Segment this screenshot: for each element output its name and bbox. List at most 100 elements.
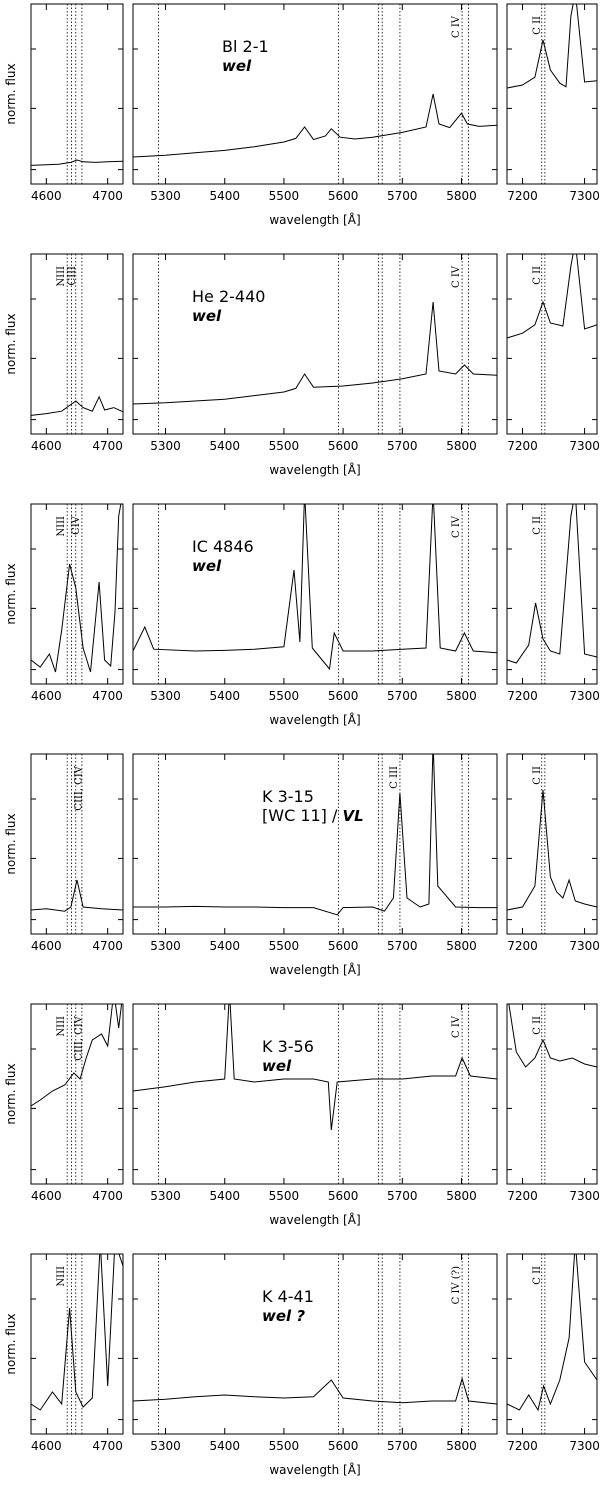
x-tick-label: 5300 — [150, 1439, 181, 1453]
x-tick-label: 5500 — [269, 189, 300, 203]
plot-frame — [132, 253, 498, 435]
line-label: C II — [532, 266, 543, 285]
x-axis-label: wavelength [Å] — [269, 1462, 360, 1477]
x-tick-label: 5800 — [446, 1189, 477, 1203]
line-label: C IV — [451, 1015, 462, 1038]
object-class: wel ? — [262, 1307, 305, 1325]
x-tick-label: 7200 — [507, 1189, 538, 1203]
plot-frame — [30, 253, 124, 435]
x-tick-label: 7300 — [569, 939, 600, 953]
x-tick-label: 5400 — [209, 1189, 240, 1203]
x-tick-label: 5700 — [387, 1439, 418, 1453]
line-label: CIV — [71, 515, 82, 535]
spectrum-window: 7200 7300 C II — [506, 3, 600, 203]
spectrum-window: 4600 4700 NIII CIV — [30, 503, 124, 703]
spectrum-line — [133, 1377, 497, 1405]
class-main: wel — [192, 307, 222, 325]
spectrum-line — [507, 254, 597, 339]
spectrum-window: 5300 5400 5500 5600 5700 5800 C IV — [132, 1003, 498, 1203]
spectrum-row: norm. flux 4600 4700 NIII CIII 5300 5400 5500 56… — [4, 253, 600, 477]
object-name: IC 4846 — [192, 537, 254, 556]
x-tick-label: 5600 — [328, 939, 359, 953]
spectrum-window: 4600 4700 NIII CIII, CIV — [30, 1003, 124, 1203]
spectrum-line — [133, 93, 497, 158]
spectrum-line — [507, 504, 597, 664]
x-tick-label: 7300 — [569, 689, 600, 703]
x-tick-label: 5600 — [328, 1189, 359, 1203]
spectrum-window: 5300 5400 5500 5600 5700 5800 C IV — [132, 3, 498, 203]
object-name: Bl 2-1 — [222, 37, 269, 56]
x-tick-label: 5700 — [387, 439, 418, 453]
class-main: wel ? — [262, 1307, 305, 1325]
line-label: C IV — [451, 265, 462, 288]
x-tick-label: 5800 — [446, 1439, 477, 1453]
line-label: CIII, CIV — [73, 1015, 84, 1060]
plot-frame — [506, 503, 598, 685]
x-tick-label: 5400 — [209, 689, 240, 703]
object-class: [WC 11] / VL — [262, 806, 364, 825]
x-tick-label: 5600 — [328, 189, 359, 203]
plot-frame — [506, 1003, 598, 1185]
class-main: wel — [262, 1057, 292, 1075]
x-tick-label: 4700 — [92, 689, 123, 703]
spectrum-line — [31, 159, 123, 166]
object-class: wel — [192, 557, 222, 575]
spectrum-window: 7200 7300 C II — [506, 1253, 600, 1453]
y-axis-label: norm. flux — [4, 1313, 18, 1374]
x-tick-label: 4600 — [31, 1189, 62, 1203]
x-tick-label: 5400 — [209, 1439, 240, 1453]
x-tick-label: 4600 — [31, 189, 62, 203]
x-tick-label: 7300 — [569, 439, 600, 453]
plot-frame — [132, 503, 498, 685]
plot-frame — [30, 753, 124, 935]
spectrum-window: 7200 7300 C II — [506, 253, 600, 453]
x-tick-label: 5600 — [328, 439, 359, 453]
spectrum-window: 7200 7300 C II — [506, 753, 600, 953]
class-main: wel — [222, 57, 252, 75]
plot-frame — [506, 1253, 598, 1435]
x-tick-label: 5300 — [150, 689, 181, 703]
x-axis-label: wavelength [Å] — [269, 462, 360, 477]
plot-frame — [30, 503, 124, 685]
x-tick-label: 7300 — [569, 1189, 600, 1203]
line-label: C IV (?) — [451, 1266, 462, 1304]
spectrum-line — [31, 879, 123, 912]
x-tick-label: 5800 — [446, 689, 477, 703]
x-tick-label: 4600 — [31, 1439, 62, 1453]
x-tick-label: 4700 — [92, 1189, 123, 1203]
spectrum-line — [507, 4, 597, 89]
x-tick-label: 5400 — [209, 939, 240, 953]
spectrum-window: 7200 7300 C II — [506, 1003, 600, 1203]
spectrum-line — [133, 504, 497, 671]
x-tick-label: 7200 — [507, 439, 538, 453]
x-tick-label: 5700 — [387, 1189, 418, 1203]
spectrum-row: norm. flux 4600 4700 NIII CIV 5300 5400 5500 560… — [4, 503, 600, 727]
x-tick-label: 5500 — [269, 439, 300, 453]
x-tick-label: 5500 — [269, 1189, 300, 1203]
x-tick-label: 5400 — [209, 439, 240, 453]
spectrum-line — [31, 395, 123, 416]
x-tick-label: 5300 — [150, 939, 181, 953]
object-class: wel — [222, 57, 252, 75]
x-tick-label: 4600 — [31, 939, 62, 953]
x-tick-label: 5300 — [150, 439, 181, 453]
line-label: NIII — [56, 516, 67, 537]
plot-frame — [30, 3, 124, 185]
plot-frame — [132, 3, 498, 185]
line-label: C II — [532, 766, 543, 785]
x-tick-label: 4600 — [31, 689, 62, 703]
line-label: C II — [532, 16, 543, 35]
line-label: NIII — [56, 1016, 67, 1037]
spectrum-window: 5300 5400 5500 5600 5700 5800 C IV (?) — [132, 1253, 498, 1453]
x-tick-label: 4700 — [92, 189, 123, 203]
x-tick-label: 7200 — [507, 689, 538, 703]
x-tick-label: 5500 — [269, 689, 300, 703]
x-tick-label: 5500 — [269, 1439, 300, 1453]
x-tick-label: 5400 — [209, 189, 240, 203]
line-label: CIII, CIV — [73, 765, 84, 810]
plot-frame — [30, 1253, 124, 1435]
object-name: K 3-56 — [262, 1037, 314, 1056]
